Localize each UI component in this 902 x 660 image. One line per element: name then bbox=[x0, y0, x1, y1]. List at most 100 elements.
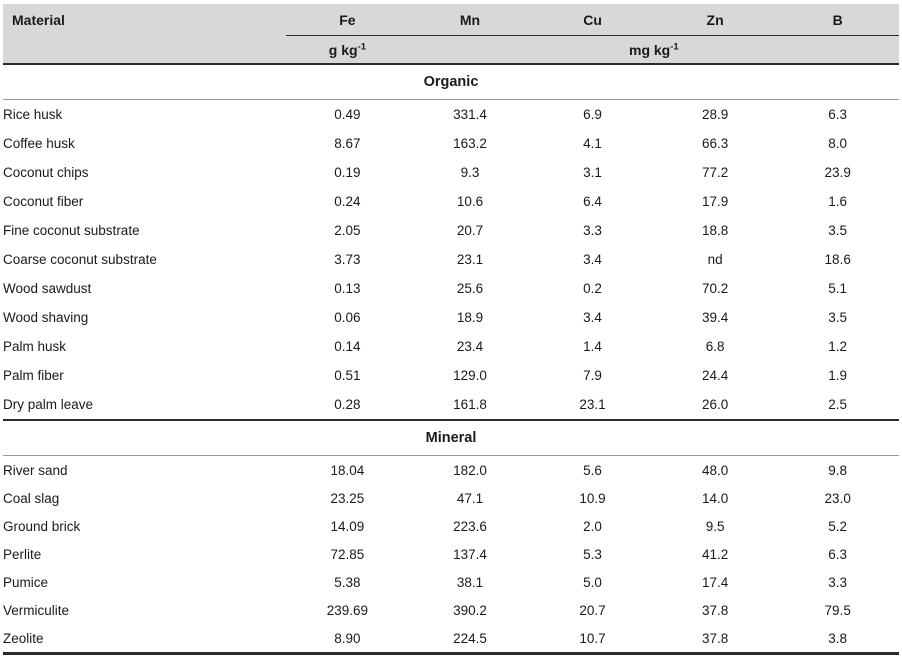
value-cell: 17.4 bbox=[653, 568, 777, 596]
section-title: Organic bbox=[3, 64, 899, 100]
value-cell: 39.4 bbox=[653, 303, 777, 332]
value-cell: 10.7 bbox=[531, 624, 654, 654]
table-row: Dry palm leave 0.28 161.8 23.1 26.0 2.5 bbox=[3, 390, 899, 420]
value-cell: 6.9 bbox=[531, 99, 654, 129]
value-cell: 5.6 bbox=[531, 455, 654, 484]
value-cell: 8.67 bbox=[286, 129, 409, 158]
value-cell: 3.4 bbox=[531, 303, 654, 332]
value-cell: 390.2 bbox=[408, 596, 532, 624]
value-cell: 23.1 bbox=[531, 390, 654, 420]
value-cell: 26.0 bbox=[653, 390, 777, 420]
value-cell: 6.3 bbox=[776, 540, 899, 568]
value-cell: 4.1 bbox=[531, 129, 654, 158]
unit-exponent: -1 bbox=[670, 40, 679, 52]
table-row: Coarse coconut substrate 3.73 23.1 3.4 nd 18.… bbox=[3, 245, 899, 274]
material-cell: Dry palm leave bbox=[3, 390, 287, 420]
value-cell: 1.4 bbox=[531, 332, 654, 361]
value-cell: 5.2 bbox=[776, 512, 899, 540]
value-cell: 1.9 bbox=[776, 361, 899, 390]
unit-base: mg kg bbox=[629, 41, 671, 58]
value-cell: 28.9 bbox=[653, 99, 777, 129]
table-row: Palm fiber 0.51 129.0 7.9 24.4 1.9 bbox=[3, 361, 899, 390]
value-cell: 38.1 bbox=[408, 568, 532, 596]
material-cell: Coconut chips bbox=[3, 158, 287, 187]
column-header-material: Material bbox=[3, 4, 287, 36]
value-cell: nd bbox=[653, 245, 777, 274]
table-row: Coconut fiber 0.24 10.6 6.4 17.9 1.6 bbox=[3, 187, 899, 216]
table-row: Wood sawdust 0.13 25.6 0.2 70.2 5.1 bbox=[3, 274, 899, 303]
table-row: Ground brick 14.09 223.6 2.0 9.5 5.2 bbox=[3, 512, 899, 540]
table-row: Vermiculite 239.69 390.2 20.7 37.8 79.5 bbox=[3, 596, 899, 624]
header-row-units: g kg-1 mg kg-1 bbox=[3, 35, 899, 65]
value-cell: 6.4 bbox=[531, 187, 654, 216]
value-cell: 0.2 bbox=[531, 274, 654, 303]
unit-base: g kg bbox=[328, 41, 358, 58]
material-cell: Coarse coconut substrate bbox=[3, 245, 287, 274]
section-title: Mineral bbox=[3, 419, 899, 456]
value-cell: 37.8 bbox=[653, 624, 777, 654]
value-cell: 8.0 bbox=[776, 129, 899, 158]
value-cell: 25.6 bbox=[408, 274, 532, 303]
column-header-zn: Zn bbox=[653, 4, 777, 36]
value-cell: 239.69 bbox=[286, 596, 409, 624]
value-cell: 223.6 bbox=[408, 512, 532, 540]
value-cell: 23.4 bbox=[408, 332, 532, 361]
nutrient-table-container: Material Fe Mn Cu Zn B g kg-1 mg kg-1 Or… bbox=[3, 4, 899, 655]
value-cell: 18.8 bbox=[653, 216, 777, 245]
table-row: Perlite 72.85 137.4 5.3 41.2 6.3 bbox=[3, 540, 899, 568]
value-cell: 5.0 bbox=[531, 568, 654, 596]
value-cell: 9.3 bbox=[408, 158, 532, 187]
value-cell: 3.1 bbox=[531, 158, 654, 187]
value-cell: 0.28 bbox=[286, 390, 409, 420]
value-cell: 5.3 bbox=[531, 540, 654, 568]
value-cell: 0.19 bbox=[286, 158, 409, 187]
material-cell: Wood shaving bbox=[3, 303, 287, 332]
value-cell: 163.2 bbox=[408, 129, 532, 158]
value-cell: 48.0 bbox=[653, 455, 777, 484]
value-cell: 72.85 bbox=[286, 540, 409, 568]
value-cell: 6.3 bbox=[776, 99, 899, 129]
material-cell: Ground brick bbox=[3, 512, 287, 540]
material-cell: Rice husk bbox=[3, 99, 287, 129]
column-header-mn: Mn bbox=[408, 4, 532, 36]
value-cell: 129.0 bbox=[408, 361, 532, 390]
table-row: Pumice 5.38 38.1 5.0 17.4 3.3 bbox=[3, 568, 899, 596]
value-cell: 0.24 bbox=[286, 187, 409, 216]
value-cell: 0.49 bbox=[286, 99, 409, 129]
value-cell: 37.8 bbox=[653, 596, 777, 624]
value-cell: 41.2 bbox=[653, 540, 777, 568]
value-cell: 2.0 bbox=[531, 512, 654, 540]
material-cell: Palm fiber bbox=[3, 361, 287, 390]
value-cell: 1.6 bbox=[776, 187, 899, 216]
value-cell: 23.9 bbox=[776, 158, 899, 187]
value-cell: 2.5 bbox=[776, 390, 899, 420]
value-cell: 5.1 bbox=[776, 274, 899, 303]
value-cell: 3.5 bbox=[776, 303, 899, 332]
value-cell: 3.5 bbox=[776, 216, 899, 245]
header-row-elements: Material Fe Mn Cu Zn B bbox=[3, 4, 899, 36]
value-cell: 17.9 bbox=[653, 187, 777, 216]
value-cell: 0.14 bbox=[286, 332, 409, 361]
unit-exponent: -1 bbox=[357, 40, 367, 52]
value-cell: 3.73 bbox=[286, 245, 409, 274]
material-cell: Perlite bbox=[3, 540, 287, 568]
value-cell: 3.3 bbox=[776, 568, 899, 596]
value-cell: 224.5 bbox=[408, 624, 532, 654]
section-header-row: Mineral bbox=[3, 419, 899, 456]
value-cell: 161.8 bbox=[408, 390, 532, 420]
value-cell: 23.25 bbox=[286, 484, 409, 512]
value-cell: 14.09 bbox=[286, 512, 409, 540]
table-row: Zeolite 8.90 224.5 10.7 37.8 3.8 bbox=[3, 624, 899, 654]
unit-label-others: mg kg-1 bbox=[408, 35, 899, 65]
column-header-cu: Cu bbox=[531, 4, 654, 36]
table-row: Coal slag 23.25 47.1 10.9 14.0 23.0 bbox=[3, 484, 899, 512]
value-cell: 0.51 bbox=[286, 361, 409, 390]
value-cell: 10.9 bbox=[531, 484, 654, 512]
column-header-fe: Fe bbox=[286, 4, 409, 36]
value-cell: 0.06 bbox=[286, 303, 409, 332]
value-cell: 23.0 bbox=[776, 484, 899, 512]
table-row: Rice husk 0.49 331.4 6.9 28.9 6.3 bbox=[3, 99, 899, 129]
value-cell: 8.90 bbox=[286, 624, 409, 654]
table-header: Material Fe Mn Cu Zn B g kg-1 mg kg-1 bbox=[3, 4, 899, 65]
value-cell: 9.5 bbox=[653, 512, 777, 540]
